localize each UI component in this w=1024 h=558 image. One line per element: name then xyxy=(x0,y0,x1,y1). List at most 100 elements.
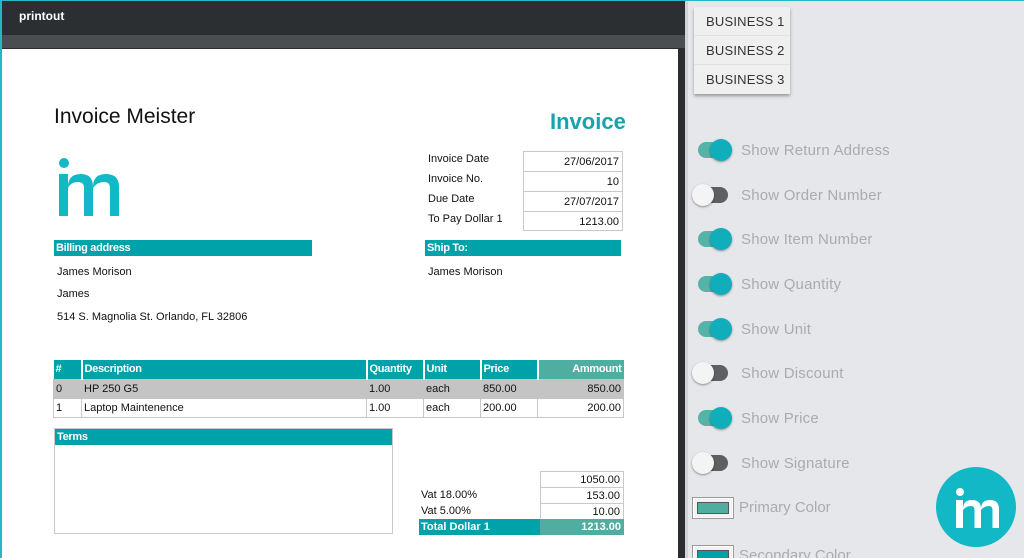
toggle-show-return-address[interactable] xyxy=(698,139,732,161)
print-toolbar xyxy=(2,35,685,49)
cell-description: HP 250 G5 xyxy=(81,378,367,399)
toggle-label: Show Order Number xyxy=(741,187,882,204)
vat-value: 10.00 xyxy=(540,503,624,519)
toggle-row-order-number: Show Order Number xyxy=(688,180,988,210)
secondary-color-picker[interactable] xyxy=(692,545,734,558)
print-preview-pane: printout Invoice Meister Invoice Invoice… xyxy=(0,1,685,558)
meta-label: Invoice No. xyxy=(428,173,484,185)
im-fab-button[interactable] xyxy=(936,467,1016,547)
billing-address-heading: Billing address xyxy=(54,240,312,256)
meta-value: 1213.00 xyxy=(523,211,623,231)
toggle-row-discount: Show Discount xyxy=(688,358,988,388)
toggle-label: Show Price xyxy=(741,410,819,427)
table-header-row: # Description Quantity Unit Price Ammoun… xyxy=(53,360,624,379)
color-swatch-fill xyxy=(697,550,729,558)
toggle-knob xyxy=(710,228,732,250)
invoice-meta: Invoice Date 27/06/2017 Invoice No. 10 D… xyxy=(426,151,623,231)
meta-row-invoice-no: Invoice No. 10 xyxy=(426,171,623,191)
toggle-label: Show Return Address xyxy=(741,142,890,159)
meta-label: To Pay Dollar 1 xyxy=(428,213,503,225)
cell-description: Laptop Maintenence xyxy=(81,397,367,418)
toggle-show-item-number[interactable] xyxy=(698,228,732,250)
column-header: # xyxy=(53,360,83,379)
secondary-color-row: Secondary Color xyxy=(692,543,992,558)
print-preview-scrollbar[interactable] xyxy=(678,49,685,558)
toggle-row-signature: Show Signature xyxy=(688,448,988,478)
subtotal-row: 1050.00 xyxy=(419,471,624,487)
billing-line: James Morison xyxy=(57,266,132,278)
column-header: Price xyxy=(480,360,539,379)
cell-unit: each xyxy=(423,397,481,418)
cell-unit: each xyxy=(423,378,481,399)
column-header: Unit xyxy=(423,360,482,379)
toggle-row-quantity: Show Quantity xyxy=(688,269,988,299)
vat-label: Vat 18.00% xyxy=(421,489,478,501)
meta-row-invoice-date: Invoice Date 27/06/2017 xyxy=(426,151,623,171)
column-header: Ammount xyxy=(537,360,624,379)
cell-quantity: 1.00 xyxy=(366,397,424,418)
toggle-knob xyxy=(692,184,714,206)
cell-amount: 200.00 xyxy=(537,397,624,418)
toggle-knob xyxy=(710,407,732,429)
toggle-show-signature[interactable] xyxy=(692,452,728,474)
total-row: Total Dollar 1 1213.00 xyxy=(419,519,624,535)
ship-to-heading: Ship To: xyxy=(425,240,621,256)
table-row: 1 Laptop Maintenence 1.00 each 200.00 20… xyxy=(53,397,624,418)
business-menu-item-2[interactable]: BUSINESS 2 xyxy=(694,36,790,65)
total-value: 1213.00 xyxy=(540,519,624,535)
line-items-table: # Description Quantity Unit Price Ammoun… xyxy=(53,360,624,418)
billing-line: James xyxy=(57,288,90,300)
business-menu-item-3[interactable]: BUSINESS 3 xyxy=(706,72,785,87)
cell-price: 200.00 xyxy=(480,397,538,418)
toggle-row-unit: Show Unit xyxy=(688,314,988,344)
toggle-show-unit[interactable] xyxy=(698,318,732,340)
document-title: Invoice xyxy=(550,109,626,134)
primary-color-picker[interactable] xyxy=(692,497,734,519)
color-label: Primary Color xyxy=(739,499,831,516)
toggle-knob xyxy=(710,139,732,161)
table-row: 0 HP 250 G5 1.00 each 850.00 850.00 xyxy=(53,378,624,399)
cell-index: 0 xyxy=(53,378,82,399)
toggle-show-order-number[interactable] xyxy=(692,184,728,206)
toggle-label: Show Unit xyxy=(741,321,812,338)
vat-row: Vat 18.00% 153.00 xyxy=(419,487,624,503)
meta-value: 27/06/2017 xyxy=(523,151,623,171)
business-menu-item-1[interactable]: BUSINESS 1 xyxy=(694,7,790,36)
column-header: Description xyxy=(81,360,368,379)
toggle-knob xyxy=(710,273,732,295)
toggle-knob xyxy=(692,452,714,474)
vat-row: Vat 5.00% 10.00 xyxy=(419,503,624,519)
business-menu: BUSINESS 1 BUSINESS 2 BUSINESS 3 xyxy=(694,7,790,94)
totals-block: 1050.00 Vat 18.00% 153.00 Vat 5.00% 10.0… xyxy=(419,471,624,535)
meta-label: Due Date xyxy=(428,193,475,205)
window-title: printout xyxy=(19,9,65,23)
toggle-knob xyxy=(692,362,714,384)
primary-color-row: Primary Color xyxy=(692,495,992,521)
toggle-row-return-address: Show Return Address xyxy=(688,135,988,165)
meta-row-to-pay: To Pay Dollar 1 1213.00 xyxy=(426,211,623,231)
terms-box: Terms xyxy=(54,428,393,534)
invoice-paper: Invoice Meister Invoice Invoice Date 27/… xyxy=(2,49,678,558)
company-name: Invoice Meister xyxy=(54,105,196,128)
toggle-label: Show Item Number xyxy=(741,231,873,248)
vat-value: 153.00 xyxy=(540,487,624,503)
color-swatch-fill xyxy=(697,502,729,514)
total-label: Total Dollar 1 xyxy=(421,521,490,533)
meta-value: 10 xyxy=(523,171,623,191)
cell-amount: 850.00 xyxy=(537,378,624,399)
settings-sidebar: BUSINESS 1 BUSINESS 2 BUSINESS 3 Show Re… xyxy=(685,1,1024,558)
toggle-show-price[interactable] xyxy=(698,407,732,429)
color-label: Secondary Color xyxy=(739,547,851,558)
billing-line: 514 S. Magnolia St. Orlando, FL 32806 xyxy=(57,311,248,323)
im-logo-icon xyxy=(956,488,999,528)
column-header: Quantity xyxy=(366,360,425,379)
toggle-show-quantity[interactable] xyxy=(698,273,732,295)
toggle-row-price: Show Price xyxy=(688,403,988,433)
cell-price: 850.00 xyxy=(480,378,538,399)
toggle-show-discount[interactable] xyxy=(692,362,728,384)
im-logo-icon xyxy=(59,158,119,216)
meta-value: 27/07/2017 xyxy=(523,191,623,211)
toggle-label: Show Discount xyxy=(741,365,844,382)
subtotal-value: 1050.00 xyxy=(540,471,624,487)
